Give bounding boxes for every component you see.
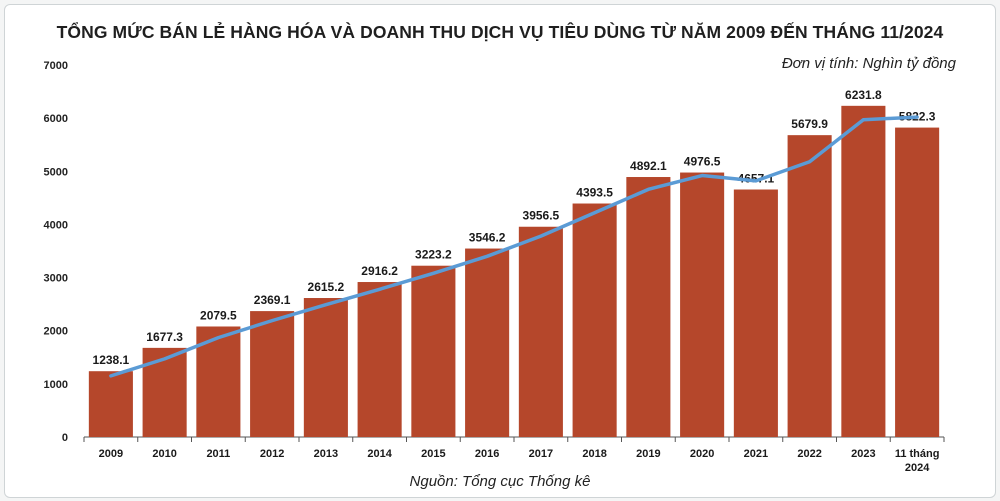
y-tick-label: 3000 (44, 273, 68, 285)
bar (841, 105, 886, 437)
data-label: 4657.1 (738, 172, 775, 186)
data-label: 2615.2 (308, 280, 345, 294)
data-label: 2079.5 (200, 308, 237, 322)
bar (680, 172, 725, 437)
category-label: 2018 (582, 448, 606, 460)
chart-title: TỔNG MỨC BÁN LẺ HÀNG HÓA VÀ DOANH THU DỊ… (56, 22, 944, 42)
data-label: 1238.1 (93, 353, 130, 367)
bar (787, 135, 832, 438)
bar (303, 298, 348, 437)
y-tick-label: 0 (62, 432, 68, 444)
category-label: 2009 (99, 448, 123, 460)
bar (572, 203, 617, 437)
bar (626, 177, 671, 437)
bar (411, 265, 456, 437)
y-tick-label: 4000 (44, 219, 68, 231)
data-label: 6231.8 (845, 88, 882, 102)
data-label: 2369.1 (254, 293, 291, 307)
data-label: 4976.5 (684, 155, 721, 169)
category-label: 11 tháng 2024 (895, 448, 940, 474)
bar (142, 347, 187, 437)
category-label: 2014 (367, 448, 392, 460)
category-label: 2023 (851, 448, 875, 460)
bar (518, 226, 563, 437)
bar (250, 311, 295, 437)
bar (357, 282, 402, 437)
data-label: 3223.2 (415, 248, 452, 262)
data-label: 4393.5 (576, 186, 613, 200)
data-label: 3546.2 (469, 231, 506, 245)
category-label: 2020 (690, 448, 714, 460)
category-label: 2012 (260, 448, 284, 460)
y-tick-label: 6000 (44, 113, 68, 125)
bar (733, 189, 778, 437)
trend-line (109, 115, 919, 378)
y-tick-label: 5000 (44, 166, 68, 178)
data-label: 2916.2 (361, 264, 398, 278)
category-label: 2016 (475, 448, 499, 460)
bar (88, 371, 133, 437)
category-label: 2021 (744, 448, 768, 460)
category-label: 2011 (206, 448, 230, 460)
category-label: 2015 (421, 448, 445, 460)
category-label: 2017 (529, 448, 553, 460)
data-label: 5679.9 (791, 117, 828, 131)
category-label: 2010 (152, 448, 176, 460)
y-tick-label: 7000 (44, 60, 68, 72)
unit-note: Đơn vị tính: Nghìn tỷ đồng (781, 55, 956, 72)
data-label: 1677.3 (146, 330, 183, 344)
source-note: Nguồn: Tổng cục Thống kê (409, 473, 591, 490)
category-label: 2022 (797, 448, 821, 460)
data-label: 4892.1 (630, 159, 667, 173)
data-label: 3956.5 (523, 209, 560, 223)
bar (465, 248, 510, 437)
y-tick-label: 1000 (44, 379, 68, 391)
category-label: 2019 (636, 448, 660, 460)
category-label: 2013 (314, 448, 338, 460)
y-tick-label: 2000 (44, 326, 68, 338)
bar (895, 127, 940, 438)
